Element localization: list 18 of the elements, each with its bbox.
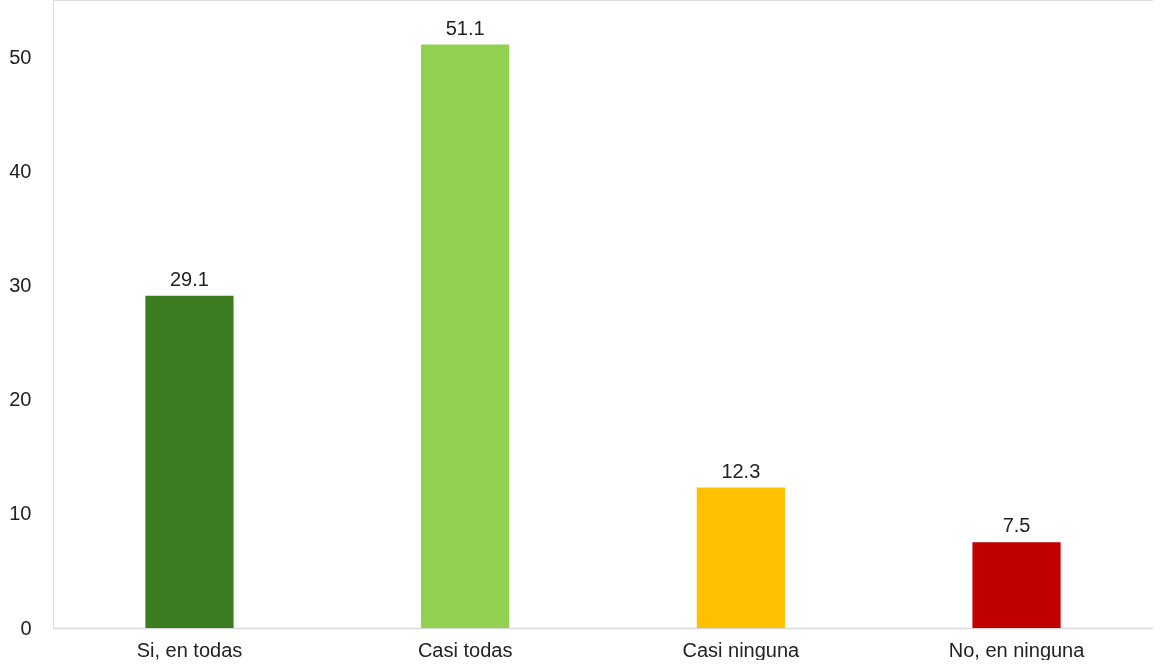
x-tick-label: No, en ninguna (948, 638, 1086, 661)
data-label: 12.3 (721, 459, 761, 482)
bar (696, 487, 785, 628)
y-tick-label: 20 (9, 388, 32, 411)
y-tick-label: 40 (9, 159, 32, 182)
data-label: 29.1 (170, 267, 209, 290)
x-tick-label: Si, en todas (136, 638, 243, 661)
bar (421, 44, 510, 628)
y-tick-label: 50 (9, 45, 32, 68)
y-tick-label: 30 (9, 273, 32, 296)
data-label: 7.5 (1002, 514, 1031, 537)
y-tick-label: 10 (9, 502, 32, 525)
x-tick-label: Casi ninguna (682, 638, 801, 661)
bar (145, 295, 234, 628)
y-tick-label: 0 (20, 616, 32, 639)
x-tick-label: Casi todas (417, 638, 513, 661)
bar (972, 542, 1061, 628)
data-label: 51.1 (445, 16, 485, 39)
